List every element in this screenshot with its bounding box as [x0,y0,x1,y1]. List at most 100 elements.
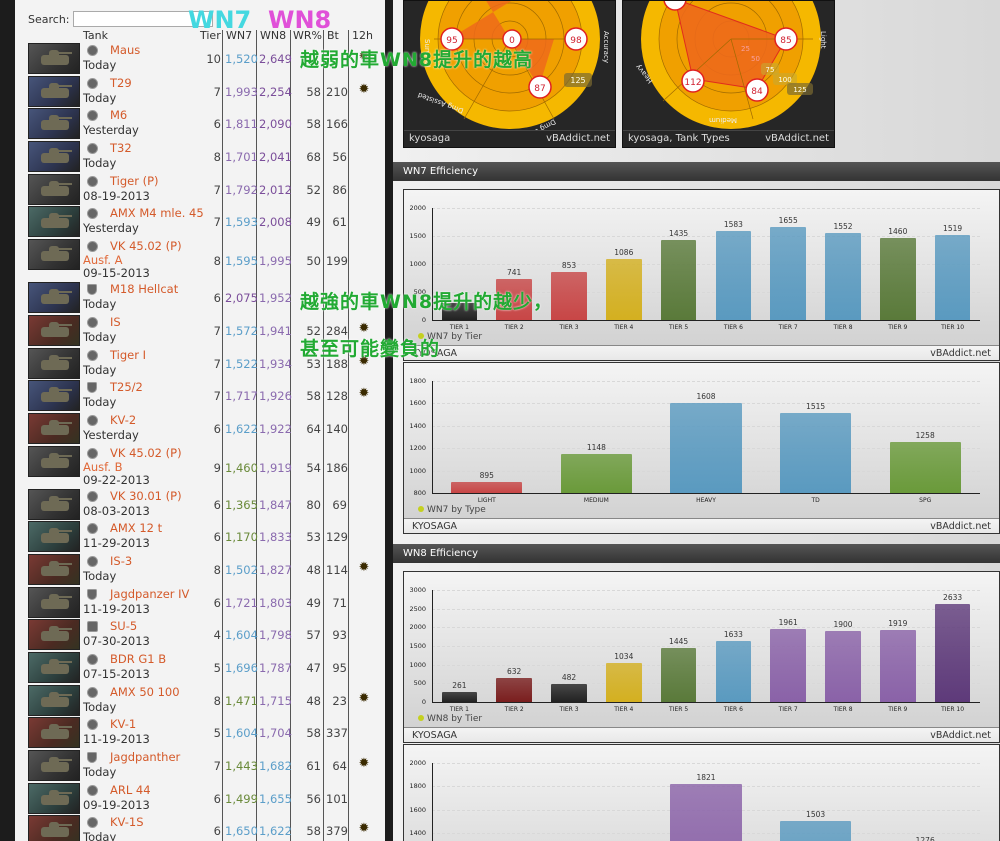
bar[interactable] [551,684,587,702]
tank-name-link[interactable]: BDR G1 B [110,652,167,666]
chart-source[interactable]: vBAddict.net [930,521,991,532]
tank-name-link[interactable]: M6 [110,108,128,123]
tank-name-link[interactable]: Maus [110,43,141,57]
tank-row[interactable]: SU-5 07-30-2013 4 1,604 1,798 57 93 [15,618,385,651]
bar[interactable] [605,663,642,702]
battles-value: 199 [326,254,348,269]
search-input[interactable] [72,11,213,27]
bar[interactable] [660,239,697,320]
chart-source[interactable]: vBAddict.net [930,348,991,359]
header-tank[interactable]: Tank [83,29,108,42]
last-played-date: Yesterday [83,123,139,138]
tank-name-suffix[interactable]: Ausf. A [83,253,123,268]
tank-row[interactable]: AMX 12 t 11-29-2013 6 1,170 1,833 53 129 [15,520,385,553]
tank-name-suffix[interactable]: Ausf. B [83,459,123,474]
bar[interactable] [934,603,971,702]
tank-name-link[interactable]: VK 45.02 (P) [110,445,182,460]
bar[interactable] [670,402,742,493]
bar[interactable] [605,259,642,320]
header-wn8[interactable]: WN8 [260,29,287,42]
tank-row[interactable]: T25/2 Today 7 1,717 1,926 58 128 ✹ [15,379,385,412]
tank-row[interactable]: Maus Today 10 1,520 2,649 ✹ [15,42,385,75]
header-bt[interactable]: Bt [327,29,339,42]
bar[interactable] [551,272,587,320]
tank-row[interactable]: KV-2 Yesterday 6 1,622 1,922 64 140 [15,412,385,445]
tank-row[interactable]: VK 30.01 (P) 08-03-2013 6 1,365 1,847 80 69 [15,488,385,521]
tank-row[interactable]: M18 Hellcat Today 6 2,075 1,952 [15,281,385,314]
tank-name-link[interactable]: KV-2 [110,412,137,427]
tank-row[interactable]: Tiger I Today 7 1,522 1,934 53 188 ✹ [15,347,385,380]
header-12h[interactable]: 12h [352,29,373,42]
header-wn7[interactable]: WN7 [226,29,253,42]
tank-name-link[interactable]: IS [110,314,121,329]
tank-row[interactable]: T32 Today 8 1,701 2,041 68 56 [15,140,385,173]
tank-name-link[interactable]: KV-1 [110,717,137,732]
tank-row[interactable]: AMX M4 mle. 45 Yesterday 7 1,593 2,008 49 61 [15,205,385,238]
tank-row[interactable]: Jagdpanzer IV 11-19-2013 6 1,721 1,803 49 71 [15,586,385,619]
tank-row[interactable]: IS Today 7 1,572 1,941 52 284 ✹ [15,314,385,347]
bar[interactable] [441,692,478,702]
bar[interactable] [496,278,532,320]
bar[interactable] [496,678,532,702]
tank-name-link[interactable]: VK 45.02 (P) [110,239,182,254]
tank-row[interactable]: KV-1 11-19-2013 5 1,604 1,704 58 337 [15,716,385,749]
bar[interactable] [660,648,697,702]
tank-name-link[interactable]: SU-5 [110,619,138,634]
tank-name-link[interactable]: ARL 44 [110,782,151,797]
tank-row[interactable]: ARL 44 09-19-2013 6 1,499 1,655 56 101 [15,782,385,815]
last-played-date: Today [83,58,117,72]
tank-name-link[interactable]: Jagdpanther [110,750,181,765]
tank-name-link[interactable]: IS-3 [110,553,133,568]
mastery-badge-icon: ✹ [358,386,370,402]
tank-row[interactable]: T29 Today 7 1,993 2,254 58 210 ✹ [15,75,385,108]
tank-row[interactable]: VK 45.02 (P) Ausf. B 09-22-2013 9 1,460 1,919… [15,445,385,488]
tank-row[interactable]: VK 45.02 (P) Ausf. A 09-15-2013 8 1,595 1,995… [15,238,385,281]
radar-source[interactable]: vBAddict.net [765,133,829,144]
tank-name-link[interactable]: VK 30.01 (P) [110,488,182,503]
bar[interactable] [715,641,752,702]
y-tick-label: 500 [413,679,426,688]
last-played-date: Today [83,90,117,105]
bar[interactable] [825,233,861,320]
chart-source[interactable]: vBAddict.net [930,730,991,741]
header-tier[interactable]: Tier [200,29,221,42]
tank-row[interactable]: Jagdpanther Today 7 1,443 1,682 61 64 ✹ [15,749,385,782]
tank-row[interactable]: AMX 50 100 Today 8 1,471 1,715 48 23 ✹ [15,684,385,717]
bar[interactable] [879,238,916,320]
bar[interactable] [451,482,523,493]
wn7-value: 1,595 [225,254,258,269]
tank-name-link[interactable]: AMX 50 100 [110,684,180,699]
wn8-value: 1,952 [259,291,292,306]
bar[interactable] [441,303,478,320]
tank-name-link[interactable]: Tiger I [110,347,147,362]
bar[interactable] [879,630,916,702]
tank-name-link[interactable]: Jagdpanzer IV [110,586,190,601]
tank-name-link[interactable]: T29 [110,75,132,90]
bar[interactable] [670,783,742,841]
tank-name-link[interactable]: AMX 12 t [110,521,163,536]
tank-name-link[interactable]: T32 [110,141,132,156]
legend-label: WN7 by Tier [427,332,483,342]
header-wr[interactable]: WR% [293,29,322,42]
tank-name-link[interactable]: KV-1S [110,815,144,830]
tank-name-link[interactable]: M18 Hellcat [110,282,179,297]
tank-row[interactable]: M6 Yesterday 6 1,811 2,090 58 166 [15,107,385,140]
bar[interactable] [934,234,971,320]
bar[interactable] [715,231,752,320]
bar[interactable] [779,412,852,493]
tank-row[interactable]: IS-3 Today 8 1,502 1,827 48 114 ✹ [15,553,385,586]
radar-source[interactable]: vBAddict.net [546,133,610,144]
bar[interactable] [825,631,861,702]
tank-name-link[interactable]: AMX M4 mle. 45 [110,206,204,221]
bar[interactable] [770,227,806,320]
tank-row[interactable]: Tiger (P) 08-19-2013 7 1,792 2,012 52 86 [15,173,385,206]
tank-name-link[interactable]: T25/2 [110,380,143,395]
bar[interactable] [560,454,632,493]
tank-thumbnail [28,521,80,553]
bar[interactable] [779,820,852,841]
tank-row[interactable]: BDR G1 B 07-15-2013 5 1,696 1,787 47 95 [15,651,385,684]
tank-row[interactable]: KV-1S Today 6 1,650 1,622 58 379 ✹ [15,814,385,841]
bar[interactable] [889,441,961,493]
tank-name-link[interactable]: Tiger (P) [110,173,159,188]
bar[interactable] [770,628,806,702]
